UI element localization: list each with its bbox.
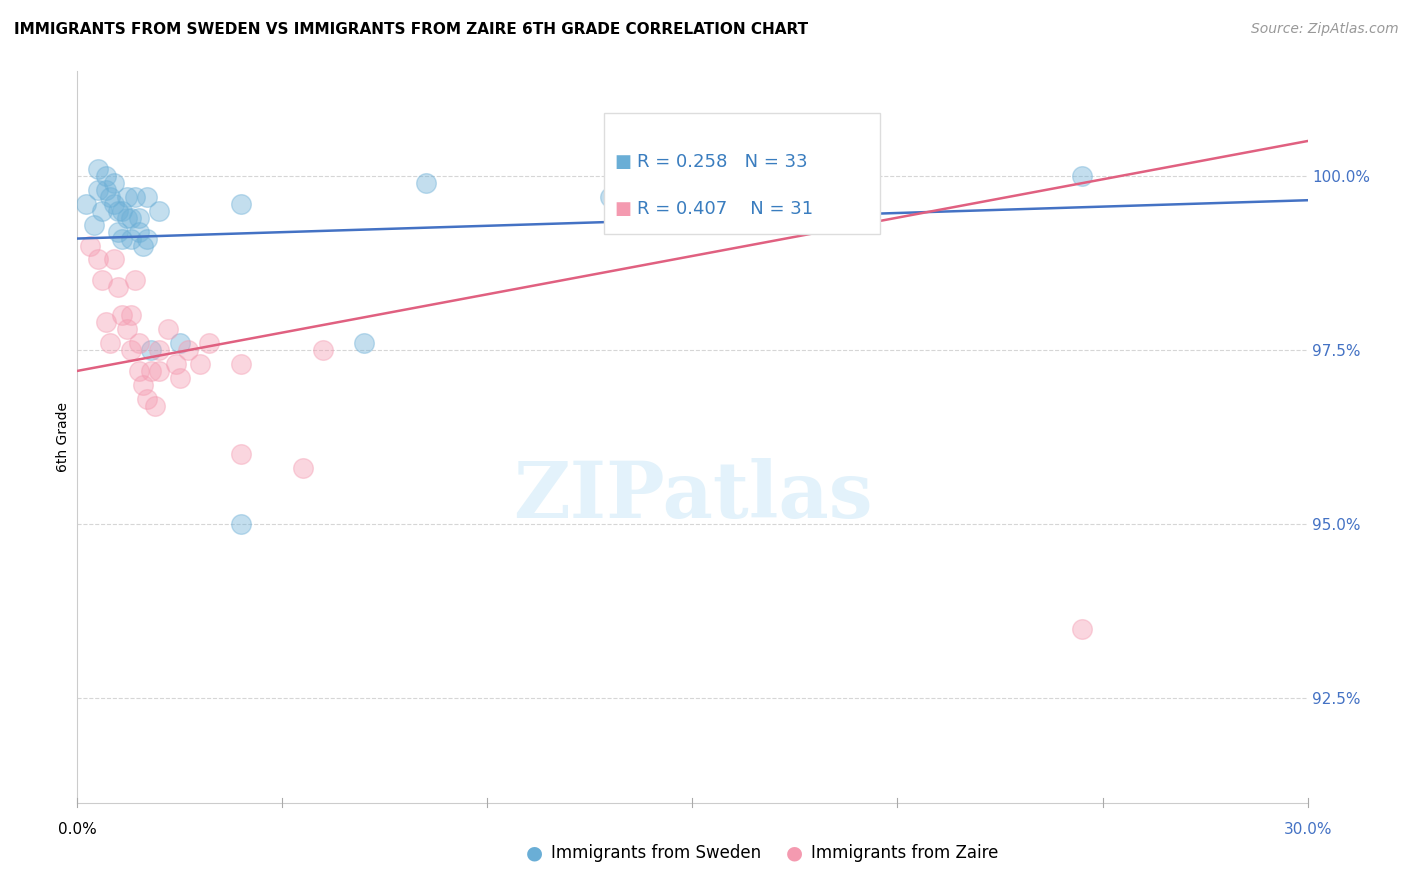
Point bbox=[87, 252, 110, 267]
Point bbox=[231, 448, 253, 462]
Point bbox=[115, 211, 138, 225]
Text: ZIPatlas: ZIPatlas bbox=[513, 458, 872, 533]
Text: R = 0.258   N = 33: R = 0.258 N = 33 bbox=[637, 153, 808, 171]
Point bbox=[94, 315, 117, 329]
Point bbox=[132, 238, 155, 252]
Point bbox=[75, 196, 97, 211]
Point bbox=[103, 176, 125, 190]
Point bbox=[599, 190, 621, 204]
Point bbox=[141, 364, 163, 378]
Text: 30.0%: 30.0% bbox=[1284, 822, 1331, 837]
Text: ●: ● bbox=[526, 843, 543, 862]
Point bbox=[111, 203, 134, 218]
Point bbox=[115, 190, 138, 204]
Point bbox=[169, 336, 191, 351]
Text: Immigrants from Zaire: Immigrants from Zaire bbox=[811, 844, 998, 862]
Text: Source: ZipAtlas.com: Source: ZipAtlas.com bbox=[1251, 22, 1399, 37]
Point bbox=[136, 190, 159, 204]
Point bbox=[177, 343, 200, 357]
Point bbox=[79, 238, 101, 252]
Point bbox=[87, 183, 110, 197]
Y-axis label: 6th Grade: 6th Grade bbox=[56, 402, 70, 472]
Point bbox=[128, 336, 150, 351]
Point bbox=[111, 231, 134, 245]
Point bbox=[103, 252, 125, 267]
Point bbox=[103, 196, 125, 211]
Point bbox=[124, 273, 146, 287]
Point bbox=[107, 225, 129, 239]
Point bbox=[143, 399, 166, 413]
Point bbox=[124, 190, 146, 204]
Point bbox=[291, 461, 314, 475]
Point bbox=[312, 343, 335, 357]
Point bbox=[165, 357, 187, 371]
Point bbox=[1071, 169, 1094, 183]
Point bbox=[132, 377, 155, 392]
Point bbox=[1071, 622, 1094, 636]
Point bbox=[120, 231, 142, 245]
Point bbox=[231, 196, 253, 211]
Point bbox=[136, 231, 159, 245]
Point bbox=[136, 392, 159, 406]
Text: Immigrants from Sweden: Immigrants from Sweden bbox=[551, 844, 761, 862]
Point bbox=[169, 371, 191, 385]
Text: IMMIGRANTS FROM SWEDEN VS IMMIGRANTS FROM ZAIRE 6TH GRADE CORRELATION CHART: IMMIGRANTS FROM SWEDEN VS IMMIGRANTS FRO… bbox=[14, 22, 808, 37]
Point bbox=[94, 183, 117, 197]
Text: R = 0.407    N = 31: R = 0.407 N = 31 bbox=[637, 200, 814, 218]
Point bbox=[353, 336, 375, 351]
Point bbox=[128, 225, 150, 239]
Text: ■: ■ bbox=[614, 153, 631, 171]
Point bbox=[107, 280, 129, 294]
Text: ●: ● bbox=[786, 843, 803, 862]
Point bbox=[148, 343, 170, 357]
Point bbox=[98, 336, 121, 351]
Point bbox=[120, 343, 142, 357]
Point bbox=[148, 203, 170, 218]
Point bbox=[188, 357, 212, 371]
Point bbox=[120, 308, 142, 322]
Point bbox=[83, 218, 105, 232]
Point bbox=[111, 308, 134, 322]
Point bbox=[115, 322, 138, 336]
Point bbox=[141, 343, 163, 357]
Point bbox=[128, 364, 150, 378]
Point bbox=[90, 203, 114, 218]
Point bbox=[415, 176, 437, 190]
Text: ■: ■ bbox=[614, 200, 631, 218]
Point bbox=[128, 211, 150, 225]
Point bbox=[231, 357, 253, 371]
Point bbox=[156, 322, 179, 336]
Point bbox=[90, 273, 114, 287]
Point bbox=[231, 517, 253, 532]
Point bbox=[197, 336, 219, 351]
Point bbox=[107, 203, 129, 218]
Point bbox=[148, 364, 170, 378]
Text: 0.0%: 0.0% bbox=[58, 822, 97, 837]
Point bbox=[120, 211, 142, 225]
Point bbox=[94, 169, 117, 183]
Point bbox=[87, 161, 110, 176]
Point bbox=[98, 190, 121, 204]
